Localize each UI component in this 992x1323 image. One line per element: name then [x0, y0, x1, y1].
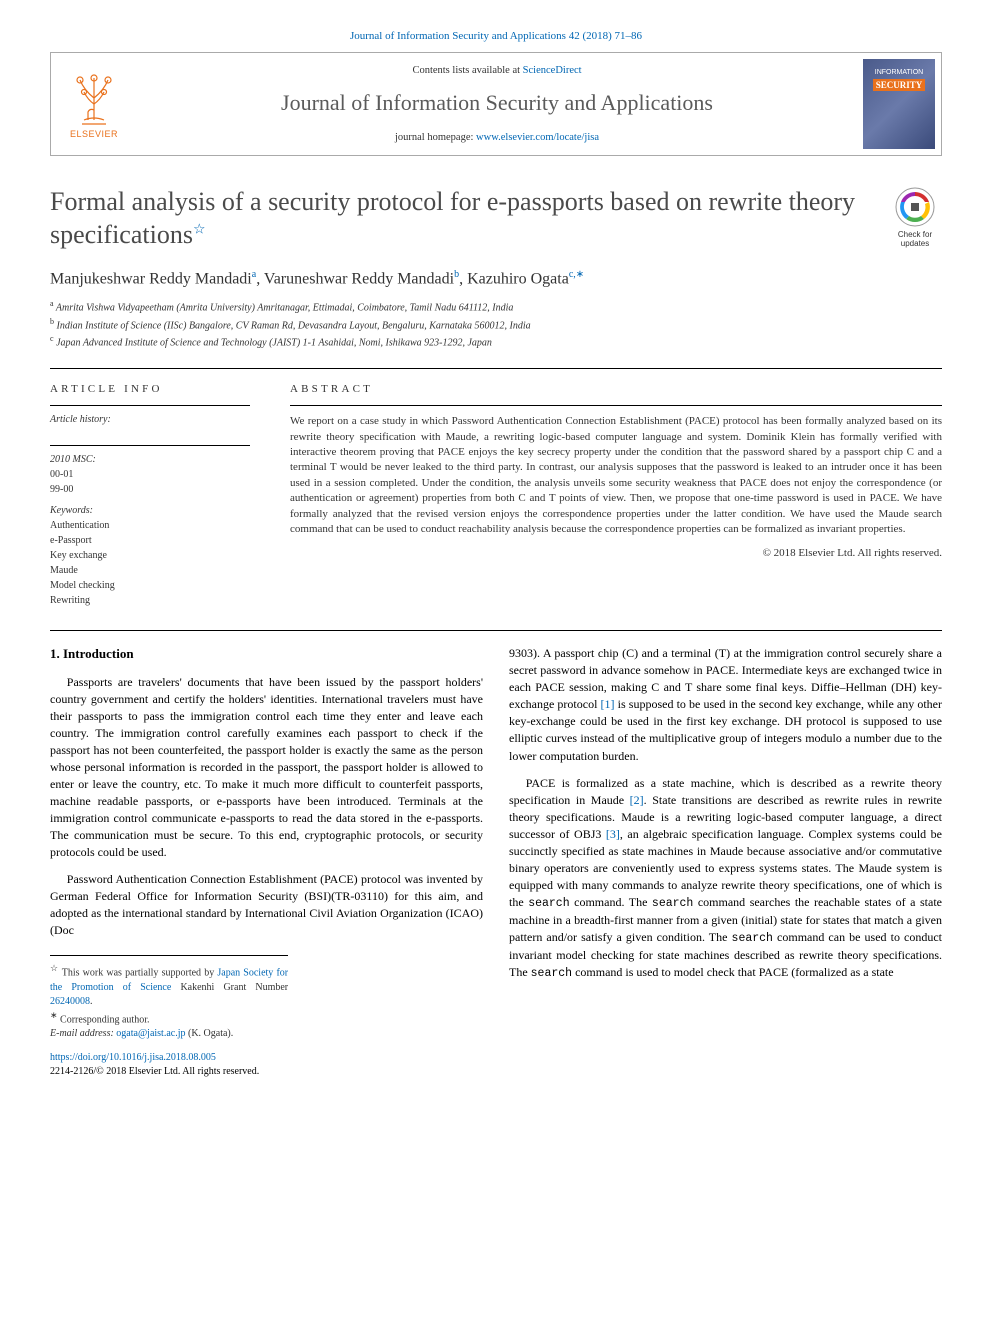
contents-line: Contents lists available at ScienceDirec… [147, 65, 847, 76]
fn-email-who: (K. Ogata). [185, 1028, 233, 1039]
homepage-link[interactable]: www.elsevier.com/locate/jisa [476, 132, 599, 143]
publisher-name: ELSEVIER [70, 129, 118, 139]
affiliation-a: a Amrita Vishwa Vidyapeetham (Amrita Uni… [50, 298, 942, 315]
kw-5: Rewriting [50, 593, 250, 608]
p4mono3: search [732, 932, 773, 945]
check-updates-icon [894, 186, 936, 228]
col-left: 1. Introduction Passports are travelers'… [50, 645, 483, 1041]
journal-ref-line: Journal of Information Security and Appl… [50, 30, 942, 42]
homepage-line: journal homepage: www.elsevier.com/locat… [147, 132, 847, 143]
aff-text-b: Indian Institute of Science (IISc) Banga… [57, 320, 531, 331]
cover-line-1: INFORMATION [875, 69, 923, 77]
author-3: Kazuhiro Ogata [467, 270, 569, 287]
aff-sup-b: b [50, 317, 54, 326]
para-4: PACE is formalized as a state machine, w… [509, 775, 942, 983]
fn-email-label: E-mail address: [50, 1028, 116, 1039]
doi-block: https://doi.org/10.1016/j.jisa.2018.08.0… [50, 1051, 942, 1079]
affiliation-b: b Indian Institute of Science (IISc) Ban… [50, 316, 942, 333]
title-footnote-mark: ☆ [193, 222, 206, 237]
homepage-prefix: journal homepage: [395, 132, 476, 143]
divider-top [50, 368, 942, 369]
fn-star-c: . [90, 996, 93, 1007]
abstract-copyright: © 2018 Elsevier Ltd. All rights reserved… [290, 547, 942, 559]
ref-2[interactable]: [2] [630, 793, 644, 807]
affiliations: a Amrita Vishwa Vidyapeetham (Amrita Uni… [50, 298, 942, 350]
p4mono1: search [528, 897, 569, 910]
ref-3[interactable]: [3] [606, 827, 620, 841]
affiliation-c: c Japan Advanced Institute of Science an… [50, 333, 942, 350]
issn-line: 2214-2126/© 2018 Elsevier Ltd. All right… [50, 1065, 942, 1079]
para-1: Passports are travelers' documents that … [50, 674, 483, 861]
author-2-aff: b [454, 269, 459, 280]
p4g: command is used to model check that PACE… [572, 965, 893, 979]
section-heading: 1. Introduction [50, 645, 483, 663]
contents-prefix: Contents lists available at [412, 65, 522, 76]
journal-cover-thumb: INFORMATION SECURITY [863, 59, 935, 149]
sciencedirect-link[interactable]: ScienceDirect [523, 65, 582, 76]
check-updates-label: Check for updates [888, 230, 942, 248]
msc-1: 99-00 [50, 482, 250, 497]
grant-link[interactable]: 26240008 [50, 996, 90, 1007]
footnote-email: E-mail address: ogata@jaist.ac.jp (K. Og… [50, 1027, 288, 1041]
fn-corr-text: Corresponding author. [60, 1014, 149, 1025]
title-text: Formal analysis of a security protocol f… [50, 187, 855, 249]
footnote-star: ☆ This work was partially supported by J… [50, 962, 288, 1008]
p4mono4: search [531, 967, 572, 980]
fn-star-a: This work was partially supported by [62, 968, 218, 979]
cover-line-2: SECURITY [873, 79, 926, 91]
aff-sup-a: a [50, 299, 54, 308]
kw-1: e-Passport [50, 533, 250, 548]
email-link[interactable]: ogata@jaist.ac.jp [116, 1028, 185, 1039]
ref-1[interactable]: [1] [601, 697, 615, 711]
abstract-heading: abstract [290, 383, 942, 395]
kw-2: Key exchange [50, 548, 250, 563]
kw-4: Model checking [50, 578, 250, 593]
p4mono2: search [652, 897, 693, 910]
kw-0: Authentication [50, 518, 250, 533]
author-3-aff: c,∗ [569, 269, 584, 280]
footnotes: ☆ This work was partially supported by J… [50, 955, 288, 1041]
info-abstract-row: article info Article history: 2010 MSC: … [50, 383, 942, 608]
asterisk-icon: ∗ [50, 1010, 58, 1020]
author-1: Manjukeshwar Reddy Mandadi [50, 270, 252, 287]
kw-label: Keywords: [50, 505, 250, 516]
star-icon: ☆ [50, 963, 59, 973]
history-label: Article history: [50, 414, 250, 425]
col-right: 9303). A passport chip (C) and a termina… [509, 645, 942, 1041]
abstract: abstract We report on a case study in wh… [290, 383, 942, 608]
para-2: Password Authentication Connection Estab… [50, 871, 483, 939]
page: Journal of Information Security and Appl… [0, 0, 992, 1119]
aff-sup-c: c [50, 334, 54, 343]
journal-banner: ELSEVIER Contents lists available at Sci… [50, 52, 942, 156]
check-updates-badge[interactable]: Check for updates [888, 186, 942, 248]
info-heading: article info [50, 383, 250, 395]
article-info: article info Article history: 2010 MSC: … [50, 383, 250, 608]
journal-name: Journal of Information Security and Appl… [147, 90, 847, 116]
article-title: Formal analysis of a security protocol f… [50, 186, 868, 251]
authors-line: Manjukeshwar Reddy Mandadia, Varuneshwar… [50, 269, 942, 288]
publisher-logo: ELSEVIER [51, 53, 137, 155]
journal-center: Contents lists available at ScienceDirec… [137, 53, 857, 155]
para-3: 9303). A passport chip (C) and a termina… [509, 645, 942, 764]
footnote-corr: ∗ Corresponding author. [50, 1009, 288, 1027]
msc-values: 00-01 99-00 [50, 467, 250, 497]
doi-link[interactable]: https://doi.org/10.1016/j.jisa.2018.08.0… [50, 1052, 216, 1063]
kw-3: Maude [50, 563, 250, 578]
p4d: command. The [570, 895, 652, 909]
keywords-list: Authentication e-Passport Key exchange M… [50, 518, 250, 608]
author-1-aff: a [252, 269, 256, 280]
aff-text-a: Amrita Vishwa Vidyapeetham (Amrita Unive… [56, 303, 514, 314]
msc-label: 2010 MSC: [50, 454, 250, 465]
abstract-text: We report on a case study in which Passw… [290, 414, 942, 537]
body-columns: 1. Introduction Passports are travelers'… [50, 645, 942, 1041]
author-2: Varuneshwar Reddy Mandadi [264, 270, 454, 287]
aff-text-c: Japan Advanced Institute of Science and … [56, 337, 492, 348]
divider-bottom [50, 630, 942, 631]
fn-star-b: Kakenhi Grant Number [171, 982, 288, 993]
elsevier-tree-icon [70, 70, 118, 126]
msc-0: 00-01 [50, 467, 250, 482]
